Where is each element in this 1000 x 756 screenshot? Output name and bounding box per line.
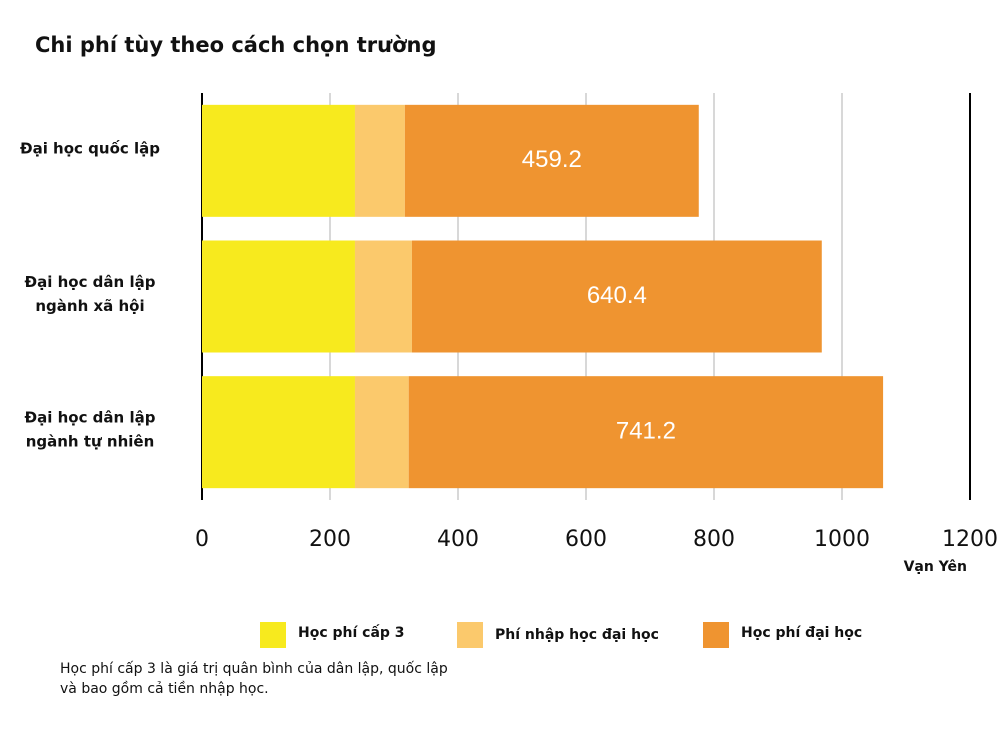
x-tick-label: 1000 [814,527,870,552]
legend-swatch [703,622,729,648]
legend-swatch [457,622,483,648]
y-tick-label: ngành tự nhiên [26,433,155,451]
data-label: 741.2 [616,418,676,445]
x-tick-label: 600 [565,527,607,552]
y-tick-label: Đại học dân lập [25,409,156,427]
y-tick-label: Đại học quốc lập [20,138,160,157]
y-tick-label: ngành xã hội [35,297,144,315]
bar-segment [411,240,822,353]
legend-label: Phí nhập học đại học [495,627,659,643]
chart-title: Chi phí tùy theo cách chọn trường [35,33,437,57]
x-tick-label: 400 [437,527,479,552]
legend-label: Học phí cấp 3 [298,624,405,641]
bar-segment [202,376,355,489]
x-axis-label: Vạn Yên [904,559,967,575]
bar-segment [202,104,355,217]
y-tick-label: Đại học dân lập [25,273,156,291]
legend-label: Học phí đại học [741,625,862,641]
bar-segment [202,240,355,353]
bar-segment [354,104,405,217]
data-label: 640.4 [587,282,647,309]
data-label: 459.2 [522,146,582,173]
x-tick-label: 200 [309,527,351,552]
bar-segment [354,240,412,353]
bar-segment [408,376,884,489]
x-tick-label: 0 [195,527,209,552]
bar-segment [354,376,409,489]
bar-segment [404,104,699,217]
note: Học phí cấp 3 là giá trị quân bình của d… [60,660,448,677]
x-tick-label: 800 [693,527,735,552]
note: và bao gồm cả tiền nhập học. [60,680,269,697]
legend-swatch [260,622,286,648]
x-tick-label: 1200 [942,527,998,552]
